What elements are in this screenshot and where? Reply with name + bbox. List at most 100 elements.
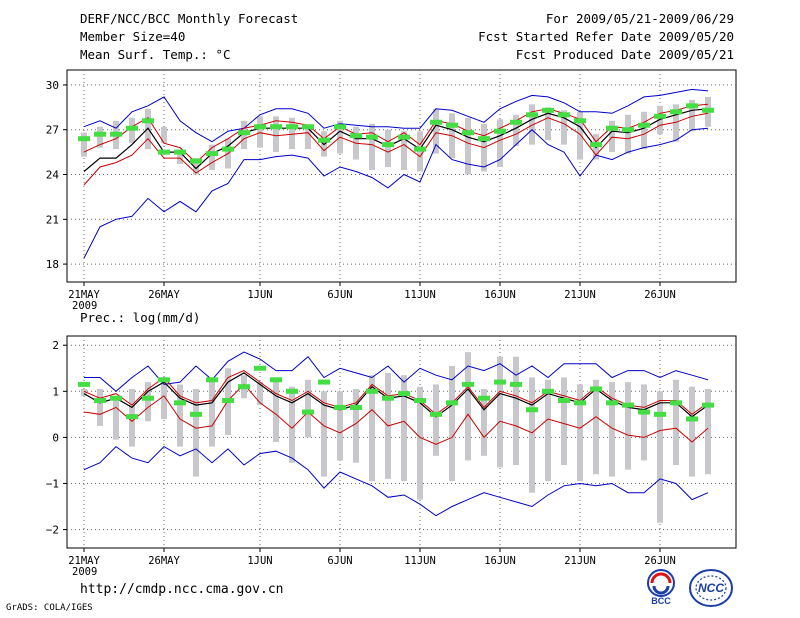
temp-iqr-bar [561, 110, 567, 145]
start-date-label: Fcst Started Refer Date 2009/05/20 [478, 29, 734, 44]
prec-iqr-bar [177, 384, 183, 447]
temp-iqr-bar [465, 117, 471, 175]
temp-observed-marker [142, 118, 154, 124]
prec-observed-marker [478, 395, 490, 401]
prec-ytick-label: 1 [52, 385, 59, 398]
temp-ytick-label: 21 [46, 213, 59, 226]
temp-xtick-label: 1JUN [247, 289, 272, 301]
temp-observed-marker [526, 112, 538, 118]
temp-iqr-bar [497, 119, 503, 168]
prec-observed-marker [382, 395, 394, 401]
prec-observed-marker [126, 414, 138, 420]
temp-iqr-bar [545, 107, 551, 141]
temp-iqr-bar [273, 116, 279, 153]
temp-observed-marker [382, 142, 394, 148]
temp-observed-marker [238, 130, 250, 136]
variable-label: Mean Surf. Temp.: °C [80, 47, 231, 62]
temp-observed-marker [254, 124, 266, 130]
prec-iqr-bar [321, 391, 327, 477]
prec-xtick-label: 21JUN [564, 555, 596, 567]
prec-observed-marker [238, 384, 250, 390]
prec-iqr-bar [257, 382, 263, 406]
temp-observed-marker [702, 107, 714, 113]
temp-observed-marker [158, 149, 170, 155]
source-url[interactable]: http://cmdp.ncc.cma.gov.cn [80, 582, 284, 597]
prec-observed-marker [638, 409, 650, 415]
prec-iqr-bar [209, 379, 215, 447]
temp-year-label: 2009 [72, 300, 97, 312]
prec-observed-marker [558, 398, 570, 404]
prec-iqr-bar [113, 395, 119, 440]
prec-xtick-label: 21MAY [68, 555, 100, 567]
temp-observed-marker [94, 131, 106, 137]
temp-observed-marker [462, 130, 474, 136]
prec-iqr-bar [289, 386, 295, 463]
temp-observed-marker [606, 125, 618, 131]
prec-xtick-label: 11JUN [404, 555, 436, 567]
temp-observed-marker [574, 118, 586, 124]
prec-panel-title: Prec.: log(mm/d) [80, 310, 200, 325]
temp-observed-marker [270, 124, 282, 130]
prec-observed-marker [574, 400, 586, 406]
temp-iqr-bar [641, 111, 647, 150]
prec-iqr-bar [577, 384, 583, 482]
temp-iqr-bar [657, 105, 663, 135]
prec-xtick-label: 16JUN [484, 555, 516, 567]
prec-observed-marker [462, 381, 474, 387]
temp-iqr-bar [193, 158, 199, 175]
prec-observed-marker [222, 398, 234, 404]
prec-iqr-bar [97, 389, 103, 426]
temp-iqr-bar [689, 99, 695, 132]
prec-observed-marker [606, 400, 618, 406]
grads-credit: GrADS: COLA/IGES [6, 603, 93, 613]
temp-xtick-label: 21JUN [564, 289, 596, 301]
prec-envelope-upper-line [84, 351, 709, 392]
prec-xtick-label: 26MAY [148, 555, 180, 567]
temp-xtick-label: 26JUN [644, 289, 676, 301]
prec-observed-marker [110, 395, 122, 401]
prec-observed-marker [334, 404, 346, 410]
temp-observed-marker [654, 113, 666, 119]
temp-iqr-bar [209, 144, 215, 171]
prec-iqr-bar [673, 379, 679, 466]
temp-iqr-bar [433, 108, 439, 154]
temp-iqr-bar [609, 120, 615, 153]
temp-envelope-upper-line [83, 88, 709, 143]
temp-iqr-bar [81, 132, 87, 157]
temp-observed-marker [206, 151, 218, 157]
temp-observed-marker [414, 146, 426, 152]
prec-panel: −2 −1 0 1 2 21MAY 26MAY 1JUN 6JUN 11JUN 16JUN 21JUN… [46, 335, 737, 578]
prec-iqr-bar [417, 386, 423, 500]
prec-iqr-bar [657, 391, 663, 523]
temp-observed-marker [622, 127, 634, 133]
ncc-logo-text: NCC [698, 581, 724, 595]
prec-observed-marker [302, 409, 314, 415]
bcc-logo: BCC [640, 568, 682, 606]
prec-year-label: 2009 [72, 566, 97, 578]
prec-iqr-bar [689, 386, 695, 477]
prec-observed-marker [622, 402, 634, 408]
temp-ytick-label: 27 [46, 124, 59, 137]
temp-observed-marker [686, 103, 698, 109]
prec-iqr-bar [465, 352, 471, 461]
prec-observed-marker [94, 398, 106, 404]
prec-ytick-label: −2 [46, 524, 59, 537]
temp-panel: 18 21 24 27 30 21MAY 26MAY 1JUN 6JUN 11JUN 16JUN 21… [46, 69, 737, 312]
prec-observed-marker [270, 377, 282, 383]
prec-iqr-bar [81, 389, 87, 396]
prec-iqr-bar [593, 379, 599, 475]
prec-iqr-bar [369, 375, 375, 482]
prec-observed-marker [158, 377, 170, 383]
prec-iqr-bar [529, 377, 535, 493]
temp-envelope-lower-line [83, 127, 709, 259]
temp-observed-marker [590, 142, 602, 148]
temp-xtick-label: 26MAY [148, 289, 180, 301]
prec-observed-marker [142, 395, 154, 401]
prec-observed-marker [398, 391, 410, 397]
prec-observed-marker [366, 388, 378, 394]
temp-iqr-bar [97, 126, 103, 148]
prec-ytick-label: 2 [52, 339, 59, 352]
prec-ensemble-mean-line [83, 372, 709, 418]
temp-ytick-label: 18 [46, 258, 59, 271]
